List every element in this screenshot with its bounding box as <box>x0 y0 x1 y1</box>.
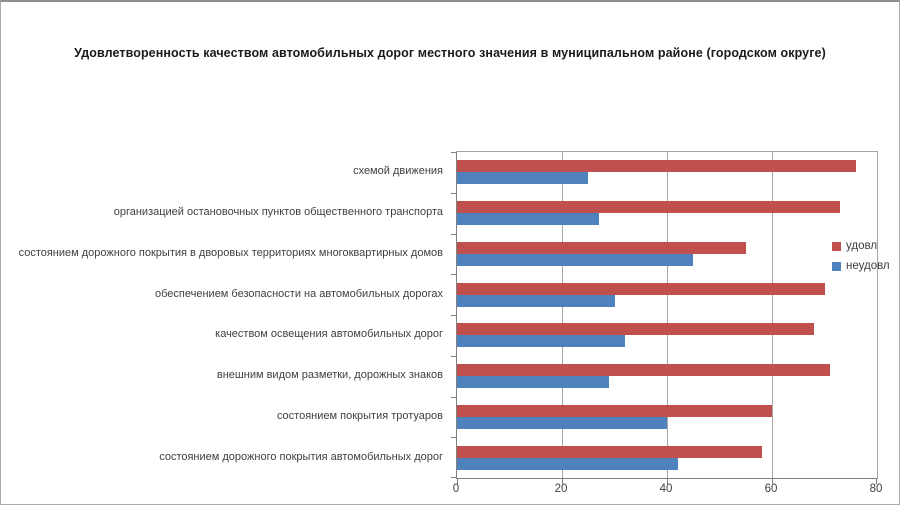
category-label: организацией остановочных пунктов общест… <box>113 206 443 219</box>
bar-udovl <box>457 364 830 377</box>
bar-udovl <box>457 241 746 254</box>
bar-neudovl <box>457 457 678 470</box>
y-axis-tick <box>451 152 457 153</box>
bar-neudovl <box>457 172 589 185</box>
y-axis-tick <box>451 315 457 316</box>
y-axis-tick <box>451 356 457 357</box>
bar-udovl <box>457 445 762 458</box>
x-axis-tick-label: 0 <box>452 483 460 495</box>
x-axis-tick <box>667 479 668 484</box>
legend-swatch-neudovl-icon <box>832 261 841 271</box>
bar-udovl <box>457 404 772 417</box>
x-axis-tick-labels: 0 20 40 60 80 <box>452 483 883 499</box>
y-axis-tick <box>451 234 457 235</box>
bar-neudovl <box>457 294 615 307</box>
y-axis-tick <box>451 193 457 194</box>
x-axis-tick-label: 60 <box>764 483 778 495</box>
legend: удовл неудовл <box>832 236 890 276</box>
bar-udovl <box>457 323 814 336</box>
y-axis-tick <box>451 477 457 478</box>
legend-swatch-udovl-icon <box>832 241 841 251</box>
bar-neudovl <box>457 416 667 429</box>
bar-neudovl <box>457 213 599 226</box>
bar-neudovl <box>457 376 610 389</box>
bar-udovl <box>457 160 856 173</box>
gridline <box>772 152 773 478</box>
gridline <box>667 152 668 478</box>
plot-area <box>451 151 878 484</box>
bar-udovl <box>457 282 825 295</box>
y-axis-tick <box>451 274 457 275</box>
x-axis-tick-label: 40 <box>659 483 673 495</box>
bar-neudovl <box>457 253 694 266</box>
category-label: состоянием покрытия тротуаров <box>276 409 443 422</box>
x-axis-tick <box>876 479 877 484</box>
x-axis-tick <box>772 479 773 484</box>
bar-neudovl <box>457 335 625 348</box>
category-label: внешним видом разметки, дорожных знаков <box>216 369 443 382</box>
legend-label-udovl: удовл <box>846 240 878 252</box>
category-axis-labels: схемой движения организацией остановочных… <box>1 151 449 477</box>
gridline <box>562 152 563 478</box>
legend-label-neudovl: неудовл <box>846 260 890 272</box>
bar-udovl <box>457 201 841 214</box>
chart-title: Удовлетворенность качеством автомобильны… <box>74 46 826 60</box>
x-axis-tick <box>457 479 458 484</box>
category-label: состоянием дорожного покрытия автомобиль… <box>159 450 443 463</box>
x-axis-tick <box>562 479 563 484</box>
category-label: схемой движения <box>353 165 443 178</box>
legend-item-udovl: удовл <box>832 236 890 256</box>
y-axis-tick <box>451 397 457 398</box>
legend-item-neudovl: неудовл <box>832 256 890 276</box>
x-axis-tick-label: 80 <box>869 483 883 495</box>
category-label: состоянием дорожного покрытия в дворовых… <box>18 246 443 259</box>
category-label: качеством освещения автомобильных дорог <box>215 328 443 341</box>
x-axis-tick-label: 20 <box>554 483 568 495</box>
y-axis-tick <box>451 437 457 438</box>
category-label: обеспечением безопасности на автомобильн… <box>155 287 443 300</box>
